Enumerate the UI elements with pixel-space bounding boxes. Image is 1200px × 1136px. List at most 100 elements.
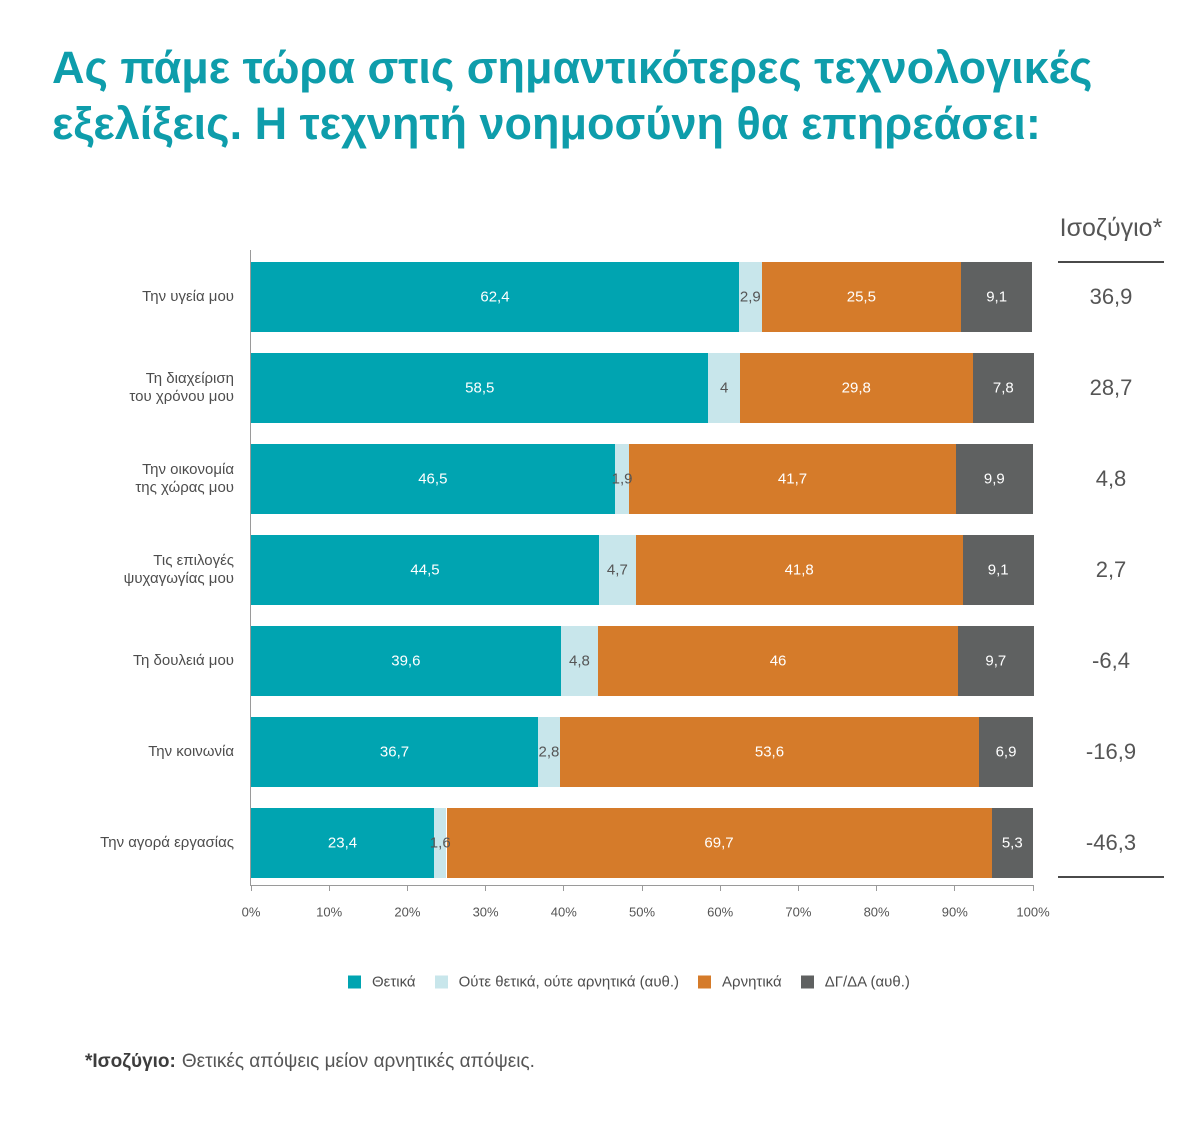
legend-item-negative: Αρνητικά: [698, 974, 782, 991]
footnote: *Ισοζύγιο: Θετικές απόψεις μείον αρνητικέ…: [85, 1050, 535, 1074]
data-label-neutral: 1,6: [429, 834, 451, 852]
bar-positive: [251, 444, 615, 514]
data-label-positive: 23,4: [327, 834, 358, 852]
bar-neutral: [560, 626, 599, 696]
data-label-positive: 39,6: [391, 652, 421, 670]
bar-neutral: [614, 444, 630, 514]
bar-dont-know: [955, 444, 1033, 514]
balance-value: 36,9: [1089, 284, 1133, 309]
balance-bottom-rule: [1058, 876, 1164, 878]
category-label: Την οικονομία της χώρας μου: [135, 461, 234, 496]
data-label-negative: 25,5: [846, 288, 876, 306]
data-label-positive: 36,7: [379, 743, 410, 761]
x-tick-label: 100%: [1016, 904, 1050, 920]
bar-neutral: [708, 353, 740, 423]
x-tick-mark: [797, 885, 799, 891]
balance-value: 4,8: [1095, 466, 1127, 491]
balance-top-rule: [1058, 261, 1164, 263]
legend-swatch-negative: [698, 975, 712, 989]
legend-label-dont-know: ΔΓ/ΔΑ (αυθ.): [824, 973, 910, 991]
x-tick-mark: [641, 885, 643, 891]
bar-positive: [251, 353, 709, 423]
bar-dont-know: [961, 262, 1033, 332]
bar-negative: [559, 717, 980, 787]
data-label-negative: 46: [769, 652, 787, 670]
balance-value: -16,9: [1085, 739, 1137, 764]
data-label-dont-know: 9,7: [985, 652, 1007, 670]
x-tick-mark: [250, 885, 252, 891]
x-tick-label: 70%: [785, 904, 812, 920]
x-tick-mark: [563, 885, 565, 891]
balance-header: Ισοζύγιο*: [1059, 214, 1163, 242]
data-label-dont-know: 9,9: [983, 470, 1005, 488]
bar-dont-know: [972, 353, 1034, 423]
data-label-dont-know: 5,3: [1001, 834, 1023, 852]
bar-negative: [446, 808, 992, 878]
data-label-neutral: 4: [719, 379, 729, 397]
legend-swatch-neutral: [434, 975, 448, 989]
category-label: Τη δουλειά μου: [132, 652, 234, 669]
x-tick-label: 90%: [941, 904, 968, 920]
bar-dont-know: [957, 626, 1034, 696]
data-label-dont-know: 7,8: [992, 379, 1014, 397]
data-label-neutral: 4,8: [569, 652, 590, 670]
data-label-negative: 41,8: [784, 561, 814, 579]
bar-positive: [251, 262, 739, 332]
x-tick-label: 50%: [628, 904, 656, 920]
balance-value: 28,7: [1089, 375, 1133, 400]
bar-positive: [251, 626, 561, 696]
category-label: Την υγεία μου: [142, 288, 234, 305]
category-label: Την αγορά εργασίας: [100, 834, 234, 851]
legend: Θετικά Ούτε θετικά, ούτε αρνητικά (αυθ.)…: [348, 974, 929, 991]
footnote-term: *Ισοζύγιο:: [85, 1051, 176, 1072]
balance-value: -6,4: [1092, 648, 1130, 673]
legend-item-positive: Θετικά: [348, 974, 416, 991]
bar-positive: [251, 535, 599, 605]
x-tick-mark: [485, 885, 487, 891]
data-label-negative: 41,7: [777, 470, 808, 488]
category-label: Την κοινωνία: [148, 743, 234, 760]
legend-item-dont-know: ΔΓ/ΔΑ (αυθ.): [800, 973, 910, 991]
data-label-neutral: 4,7: [606, 561, 628, 579]
category-label: Τις επιλογές ψυχαγωγίας μου: [123, 552, 234, 587]
legend-label-negative: Αρνητικά: [722, 973, 782, 991]
legend-swatch-positive: [348, 975, 361, 989]
legend-swatch-dont-know: [800, 975, 814, 989]
bar-neutral: [433, 808, 447, 878]
bar-neutral: [537, 717, 560, 787]
bar-dont-know: [962, 535, 1034, 605]
bar-negative: [739, 353, 973, 423]
bar-negative: [629, 444, 956, 514]
footnote-text: Θετικές απόψεις μείον αρνητικές απόψεις.: [181, 1051, 535, 1072]
data-label-neutral: 2,8: [538, 743, 560, 761]
x-tick-label: 20%: [394, 904, 421, 920]
bar-positive: [251, 808, 434, 878]
legend-label-neutral: Ούτε θετικά, ούτε αρνητικά (αυθ.): [458, 973, 680, 991]
bar-negative: [761, 262, 962, 332]
bar-negative: [598, 626, 958, 696]
category-label: Τη διαχείριση του χρόνου μου: [129, 370, 234, 405]
data-label-negative: 53,6: [754, 743, 785, 761]
x-tick-mark: [406, 885, 408, 891]
x-tick-label: 30%: [472, 904, 499, 920]
data-label-positive: 46,5: [418, 470, 448, 488]
balance-value: -46,3: [1085, 830, 1137, 855]
x-tick-label: 40%: [550, 904, 577, 920]
chart-title: Ας πάμε τώρα στις σημαντικότερες τεχνολο…: [52, 42, 1093, 149]
bar-positive: [251, 717, 538, 787]
data-label-positive: 62,4: [480, 288, 510, 306]
bar-neutral: [738, 262, 762, 332]
data-label-negative: 69,7: [704, 834, 734, 852]
data-label-dont-know: 9,1: [987, 561, 1009, 579]
x-tick-mark: [876, 885, 878, 891]
x-tick-mark: [954, 885, 956, 891]
x-tick-label: 60%: [707, 904, 734, 920]
bar-neutral: [598, 535, 636, 605]
x-tick-label: 0%: [241, 904, 261, 920]
data-label-dont-know: 9,1: [986, 288, 1008, 306]
bar-dont-know: [991, 808, 1033, 878]
x-tick-label: 80%: [863, 904, 890, 920]
balance-value: 2,7: [1095, 557, 1127, 582]
data-label-positive: 44,5: [410, 561, 440, 579]
